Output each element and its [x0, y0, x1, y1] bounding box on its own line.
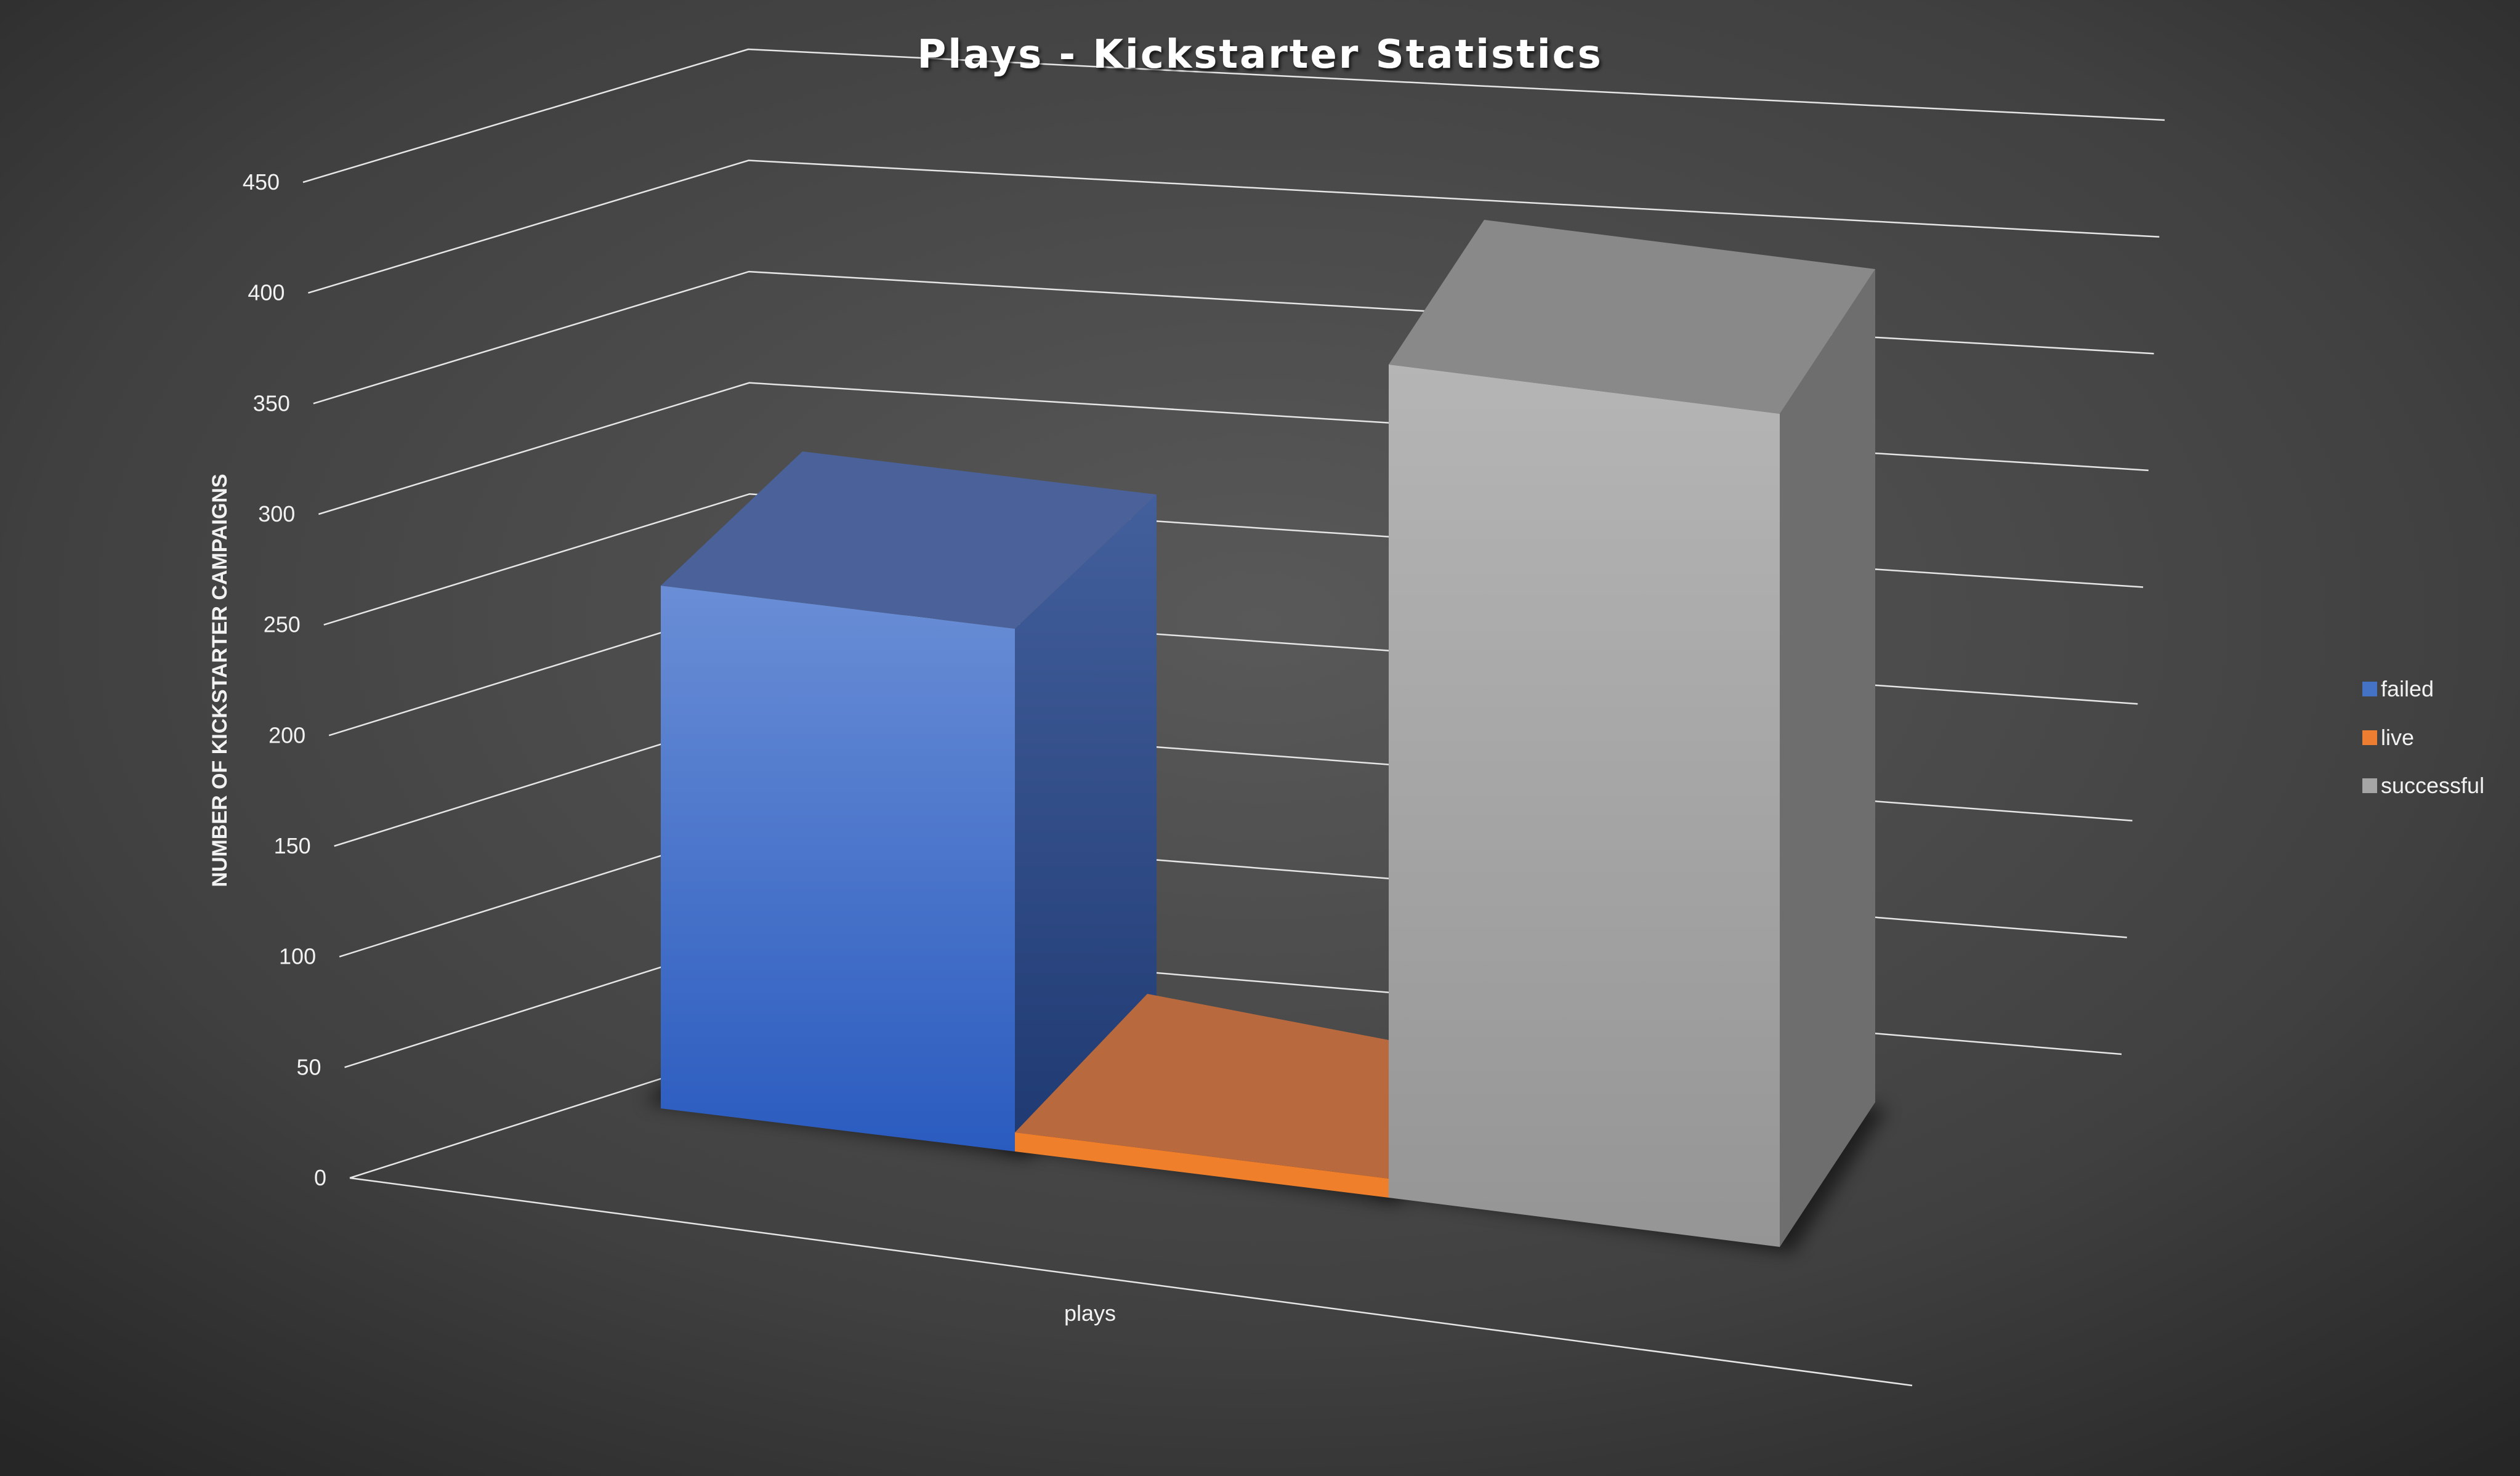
y-tick-label: 150: [274, 833, 311, 858]
y-tick-label: 350: [253, 390, 290, 416]
gridline: [302, 48, 2165, 183]
y-tick-label: 100: [279, 944, 316, 969]
y-tick-label: 300: [258, 501, 295, 526]
bar-live: [1015, 994, 1389, 1198]
bar-failed: [661, 451, 1157, 1151]
gridline-floor-front: [349, 1177, 1913, 1387]
legend: failed live successful: [2362, 676, 2484, 798]
y-axis-title: NUMBER OF KICKSTARTER CAMPAIGNS: [208, 474, 232, 887]
gridline: [308, 159, 2160, 294]
bar-front-failed: [661, 586, 1015, 1151]
bar-side-failed: [1015, 494, 1157, 1151]
legend-swatch-live: [2362, 730, 2377, 745]
y-tick-label: 200: [269, 722, 305, 748]
y-tick-label: 50: [297, 1054, 321, 1079]
legend-label-failed: failed: [2381, 676, 2434, 701]
chart-title: Plays - Kickstarter Statistics: [917, 32, 1602, 78]
bar-side-successful: [1780, 269, 1875, 1247]
legend-label-live: live: [2381, 725, 2414, 750]
bar-top-live: [1015, 994, 1389, 1179]
y-tick-label: 0: [314, 1165, 326, 1190]
y-tick-label: 450: [243, 169, 280, 195]
bar-front-successful: [1389, 365, 1780, 1247]
y-tick-label: 400: [248, 280, 285, 305]
y-tick-label: 250: [264, 612, 301, 637]
y-axis-ticks: 0 50 100 150 200 250 300 350 400 450: [243, 169, 326, 1190]
legend-swatch-failed: [2362, 682, 2377, 696]
legend-swatch-successful: [2362, 778, 2377, 793]
bar-front-live: [1015, 1132, 1389, 1198]
bar-top-successful: [1389, 220, 1875, 414]
bars: [661, 220, 1875, 1247]
bar-successful: [1389, 220, 1875, 1247]
bar-top-failed: [661, 451, 1157, 629]
x-category-label: plays: [1064, 1301, 1116, 1326]
legend-label-successful: successful: [2381, 773, 2484, 798]
